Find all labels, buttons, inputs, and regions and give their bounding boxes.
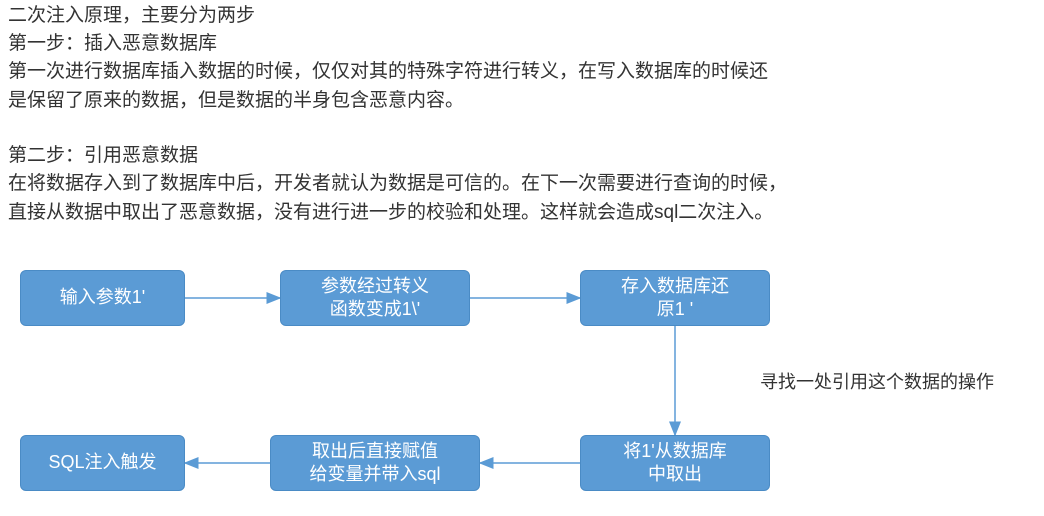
flowchart-node-n2: 参数经过转义函数变成1\' [280,270,470,326]
flowchart-node-n3: 存入数据库还原1 ' [580,270,770,326]
step1-title: 第一步：插入恶意数据库 [8,30,217,59]
step1-body: 第一次进行数据库插入数据的时候，仅仅对其的特殊字符进行转义，在写入数据库的时候还… [8,58,768,115]
step2-title: 第二步：引用恶意数据 [8,142,198,171]
step2-body: 在将数据存入到了数据库中后，开发者就认为数据是可信的。在下一次需要进行查询的时候… [8,170,787,227]
intro-line: 二次注入原理，主要分为两步 [8,2,255,31]
flowchart-node-n5: 取出后直接赋值给变量并带入sql [270,435,480,491]
flowchart-diagram: 输入参数1' 参数经过转义函数变成1\' 存入数据库还原1 ' 将1'从数据库中取出 取… [0,260,1044,516]
flowchart-edge-label-n3-n4: 寻找一处引用这个数据的操作 [760,368,994,394]
flowchart-node-n6: SQL注入触发 [20,435,185,491]
flowchart-node-n4: 将1'从数据库中取出 [580,435,770,491]
flowchart-node-n1: 输入参数1' [20,270,185,326]
